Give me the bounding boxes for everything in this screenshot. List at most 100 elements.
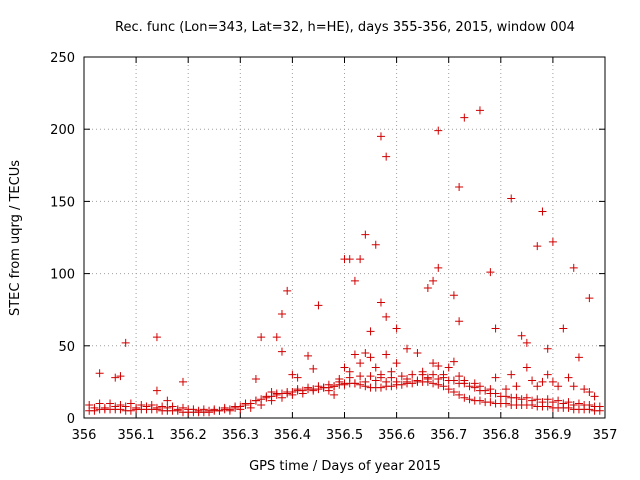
- data-point: [491, 373, 500, 382]
- data-point: [173, 405, 182, 414]
- x-tick-label: 357: [593, 428, 618, 443]
- data-point: [465, 395, 474, 404]
- data-point: [288, 390, 297, 399]
- y-tick-label: 100: [50, 268, 75, 283]
- data-point: [277, 310, 286, 319]
- data-point: [309, 364, 318, 373]
- data-point: [429, 379, 438, 388]
- data-point: [387, 367, 396, 376]
- data-point: [267, 396, 276, 405]
- data-point: [434, 126, 443, 135]
- data-point: [382, 350, 391, 359]
- data-point: [335, 375, 344, 384]
- data-point: [236, 405, 245, 414]
- data-point: [455, 379, 464, 388]
- data-point: [590, 392, 599, 401]
- data-point: [116, 372, 125, 381]
- data-point: [225, 406, 234, 415]
- data-point: [324, 386, 333, 395]
- data-point: [533, 395, 542, 404]
- data-point: [283, 388, 292, 397]
- data-point: [293, 373, 302, 382]
- data-point: [111, 402, 120, 411]
- data-point: [455, 390, 464, 399]
- x-tick-label: 356.5: [326, 428, 363, 443]
- data-point: [429, 359, 438, 368]
- data-point: [475, 382, 484, 391]
- data-point: [403, 344, 412, 353]
- data-point: [231, 402, 240, 411]
- data-point: [220, 403, 229, 412]
- data-point: [533, 242, 542, 251]
- data-point: [366, 353, 375, 362]
- data-point: [126, 399, 135, 408]
- data-point: [350, 350, 359, 359]
- data-point: [267, 388, 276, 397]
- data-point: [429, 370, 438, 379]
- data-point: [142, 402, 151, 411]
- data-point: [434, 263, 443, 272]
- data-point: [90, 403, 99, 412]
- data-point: [548, 237, 557, 246]
- data-point: [257, 401, 266, 410]
- data-point: [314, 382, 323, 391]
- data-point: [455, 317, 464, 326]
- data-point: [569, 401, 578, 410]
- x-axis-label: GPS time / Days of year 2015: [249, 459, 441, 474]
- data-point: [460, 113, 469, 122]
- data-point: [569, 382, 578, 391]
- data-point: [361, 377, 370, 386]
- data-point: [361, 230, 370, 239]
- data-point: [564, 398, 573, 407]
- data-point: [262, 392, 271, 401]
- data-point: [251, 375, 260, 384]
- data-point: [528, 376, 537, 385]
- data-point: [528, 396, 537, 405]
- data-point: [309, 386, 318, 395]
- data-point: [397, 372, 406, 381]
- plot-frame: [83, 56, 606, 419]
- data-point: [517, 331, 526, 340]
- data-point: [371, 240, 380, 249]
- data-point: [152, 403, 161, 412]
- data-point: [491, 324, 500, 333]
- data-point: [486, 398, 495, 407]
- data-point: [366, 327, 375, 336]
- data-point: [455, 182, 464, 191]
- data-point: [496, 392, 505, 401]
- data-point: [543, 344, 552, 353]
- data-point: [512, 382, 521, 391]
- data-point: [95, 399, 104, 408]
- data-point: [95, 369, 104, 378]
- data-point: [85, 401, 94, 410]
- x-tick-label: 356.9: [534, 428, 571, 443]
- data-point: [434, 362, 443, 371]
- data-point: [574, 399, 583, 408]
- x-tick-label: 356.6: [378, 428, 415, 443]
- data-point: [215, 406, 224, 415]
- data-point: [350, 379, 359, 388]
- x-tick-label: 356.3: [222, 428, 259, 443]
- x-tick-label: 356.4: [274, 428, 311, 443]
- data-point: [340, 380, 349, 389]
- data-point: [590, 402, 599, 411]
- data-point: [548, 377, 557, 386]
- data-point: [168, 402, 177, 411]
- data-point: [554, 382, 563, 391]
- data-point: [361, 349, 370, 358]
- data-point: [330, 382, 339, 391]
- data-point: [449, 291, 458, 300]
- data-point: [538, 207, 547, 216]
- data-point: [371, 363, 380, 372]
- data-point: [350, 276, 359, 285]
- data-point: [580, 385, 589, 394]
- x-tick-label: 356.1: [117, 428, 154, 443]
- data-point: [356, 255, 365, 264]
- data-point: [314, 301, 323, 310]
- data-point: [382, 312, 391, 321]
- data-point: [460, 376, 469, 385]
- data-point: [356, 380, 365, 389]
- data-point: [272, 389, 281, 398]
- data-point: [392, 324, 401, 333]
